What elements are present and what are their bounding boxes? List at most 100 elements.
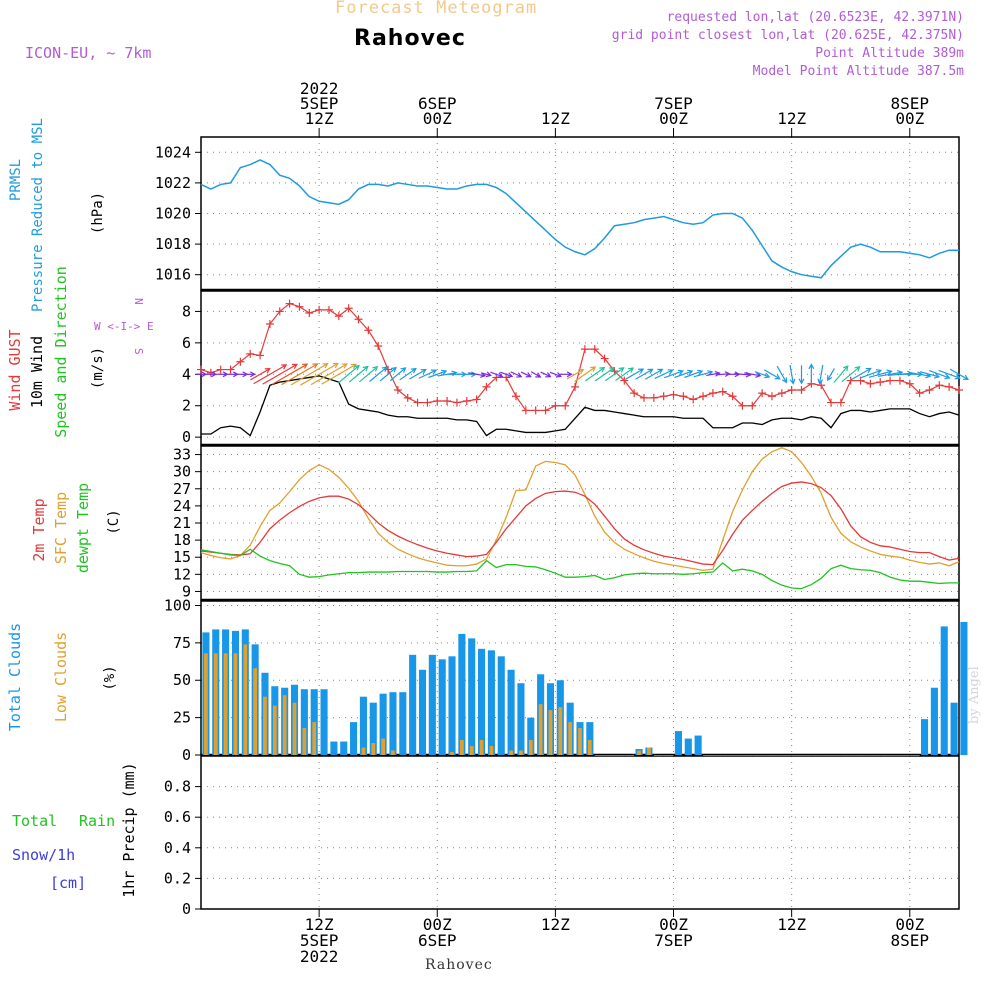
wind-arrow-head bbox=[638, 368, 645, 374]
time-label-bottom: 00Z bbox=[423, 915, 452, 934]
wind-gust-marker bbox=[925, 386, 934, 394]
temp-label-dewpt: dewpt Temp bbox=[74, 483, 92, 573]
wind-arrow bbox=[833, 365, 849, 383]
cloud-total-bar bbox=[694, 735, 702, 755]
cloud-total-bar bbox=[409, 654, 417, 755]
wind-arrow bbox=[468, 372, 486, 377]
cloud-total-bar bbox=[369, 702, 377, 755]
cloud-low-bar bbox=[272, 705, 277, 755]
wind-ytick-label: 6 bbox=[182, 334, 191, 352]
temp-label-2m: 2m Temp bbox=[30, 498, 48, 561]
time-label-top: 00Z bbox=[659, 109, 688, 128]
wind-gust-marker bbox=[443, 397, 452, 405]
wind-arrow-head bbox=[332, 362, 339, 369]
wind-arrow bbox=[369, 366, 388, 382]
cloud-total-bar bbox=[930, 687, 938, 755]
wind-arrow bbox=[763, 369, 781, 380]
temp-sfc-line bbox=[200, 447, 960, 571]
wind-arrow bbox=[949, 368, 969, 380]
wind-gust-marker bbox=[639, 393, 648, 402]
clouds-ytick-label: 50 bbox=[173, 671, 191, 689]
wind-arrow-head bbox=[249, 371, 256, 378]
cloud-low-bar bbox=[528, 740, 533, 755]
wind-gust-marker bbox=[364, 326, 373, 335]
wind-arrow bbox=[389, 367, 406, 382]
wind-gust-marker bbox=[571, 382, 580, 391]
wind-gust-marker bbox=[827, 398, 836, 407]
wind-arrow bbox=[566, 369, 584, 380]
wind-arrow-head bbox=[410, 367, 417, 374]
wind-ytick-label: 2 bbox=[182, 397, 191, 415]
wind-gust-marker bbox=[315, 305, 324, 314]
wind-arrow bbox=[645, 368, 663, 380]
wind-arrow-head bbox=[535, 372, 542, 378]
precip-label-rain: Rain bbox=[79, 812, 115, 830]
cloud-total-bar bbox=[418, 669, 427, 755]
cloud-total-bar bbox=[497, 656, 505, 755]
cloud-low-bar bbox=[371, 743, 376, 755]
wind-arrow-head bbox=[789, 378, 796, 385]
wind-arrow bbox=[490, 371, 503, 377]
wind-arrow-head bbox=[264, 368, 271, 374]
wind-arrow bbox=[359, 366, 378, 383]
clouds-ytick-label: 25 bbox=[173, 709, 191, 727]
wind-gust-marker bbox=[905, 379, 914, 388]
clouds-ytick-label: 100 bbox=[164, 596, 191, 614]
wind-gust-marker bbox=[797, 386, 806, 394]
wind-arrow bbox=[674, 370, 693, 379]
wind-arrow-head bbox=[400, 367, 407, 373]
time-label-top: 12Z bbox=[541, 109, 570, 128]
cloud-low-bar bbox=[302, 728, 307, 755]
wind-arrow-head bbox=[647, 368, 654, 374]
wind-arrow bbox=[624, 368, 644, 380]
wind-arrow-head bbox=[865, 367, 872, 374]
pressure-ytick-label: 1022 bbox=[155, 174, 191, 192]
temperature-ytick-label: 18 bbox=[173, 531, 191, 549]
cloud-low-bar bbox=[548, 710, 553, 755]
wind-arrow-head bbox=[525, 372, 532, 378]
wind-arrow bbox=[827, 368, 835, 381]
cloud-low-bar bbox=[587, 740, 592, 755]
cloud-low-bar bbox=[489, 746, 494, 755]
cloud-low-bar bbox=[519, 750, 523, 755]
cloud-total-bar bbox=[507, 669, 515, 755]
cloud-total-bar bbox=[527, 717, 535, 755]
cloud-total-bar bbox=[379, 693, 387, 755]
cloud-total-bar bbox=[448, 656, 456, 755]
wind-gust-marker bbox=[679, 392, 688, 401]
wind-arrow-head bbox=[516, 372, 523, 378]
wind-gust-marker bbox=[482, 382, 491, 391]
model-point-altitude: Model Point Altitude 387.5m bbox=[752, 64, 964, 79]
temperature-ytick-label: 15 bbox=[173, 548, 191, 566]
wind-gust-marker bbox=[433, 397, 442, 405]
cloud-total-bar bbox=[438, 659, 446, 755]
wind-gust-marker bbox=[915, 389, 924, 398]
pressure-ytick-label: 1018 bbox=[155, 235, 191, 253]
wind-gust-marker bbox=[393, 386, 402, 394]
cloud-total-bar bbox=[300, 689, 308, 755]
cloud-total-bar bbox=[478, 648, 486, 755]
wind-gust-marker bbox=[531, 406, 540, 415]
time-label-top: 6SEP bbox=[418, 94, 457, 113]
wind-arrow bbox=[500, 371, 513, 377]
requested-lonlat: requested lon,lat (20.6523E, 42.3971N) bbox=[666, 10, 964, 25]
time-label-top: 12Z bbox=[777, 109, 806, 128]
wind-arrow bbox=[754, 371, 770, 378]
cloud-total-bar bbox=[921, 719, 929, 755]
wind-gust-marker bbox=[413, 398, 422, 407]
cloud-total-bar bbox=[399, 692, 407, 755]
wind-arrow bbox=[706, 372, 720, 377]
cloud-low-bar bbox=[509, 750, 513, 755]
precip-ytick-label: 0 bbox=[182, 900, 191, 918]
wind-arrow-head bbox=[312, 363, 319, 369]
wind-arrow bbox=[482, 372, 491, 377]
wind-gust-marker bbox=[256, 351, 265, 360]
time-label-bottom: 00Z bbox=[659, 915, 688, 934]
wind-gust-marker bbox=[817, 381, 826, 390]
wind-gust-marker bbox=[590, 345, 599, 354]
time-label-bottom: 00Z bbox=[895, 915, 924, 934]
wind-arrow bbox=[290, 363, 328, 386]
wind-arrow-head bbox=[842, 365, 849, 372]
wind-arrow-head bbox=[201, 371, 208, 378]
